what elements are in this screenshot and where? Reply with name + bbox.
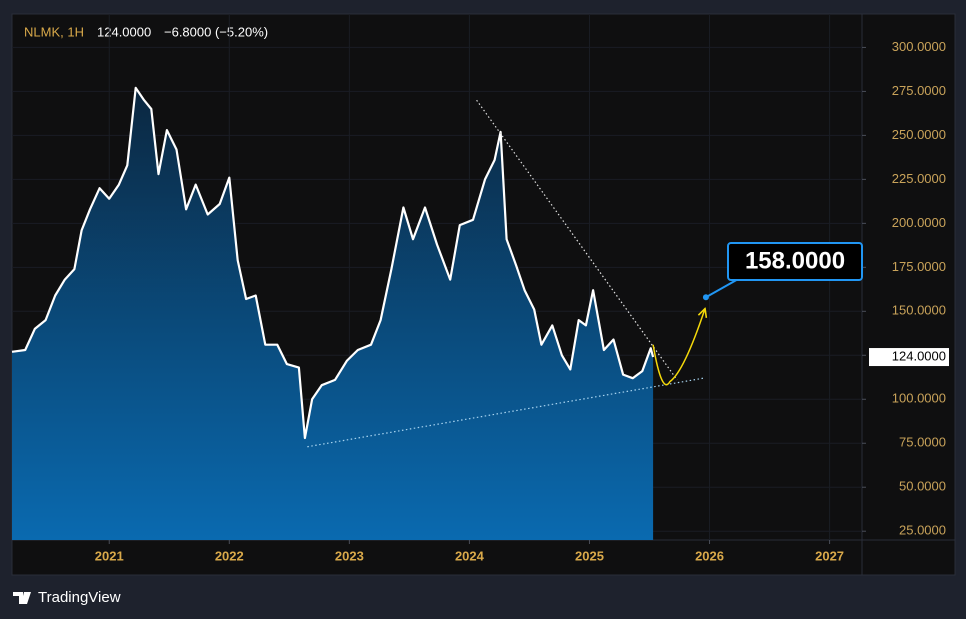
- callout-pointer: [705, 277, 741, 299]
- y-tick-label: 300.0000: [892, 39, 946, 54]
- brand: TradingView: [38, 589, 121, 606]
- callout-label: 158.0000: [745, 247, 845, 274]
- x-tick-label: 2025: [575, 548, 604, 563]
- trendline: [476, 99, 678, 381]
- y-tick-label: 250.0000: [892, 127, 946, 142]
- price-badge-label: 124.0000: [892, 348, 946, 363]
- y-tick-label: 75.0000: [899, 435, 946, 450]
- area-fill: [12, 87, 654, 541]
- y-tick-label: 25.0000: [899, 523, 946, 538]
- y-tick-label: 100.0000: [892, 391, 946, 406]
- x-tick-label: 2026: [695, 548, 724, 563]
- last-price: 124.0000: [97, 24, 151, 39]
- x-tick-label: 2023: [335, 548, 364, 563]
- y-tick-label: 275.0000: [892, 83, 946, 98]
- x-tick-label: 2024: [455, 548, 485, 563]
- y-tick-label: 175.0000: [892, 259, 946, 274]
- x-tick-label: 2022: [215, 548, 244, 563]
- symbol: NLMK, 1H: [24, 24, 84, 39]
- y-tick-label: 200.0000: [892, 215, 946, 230]
- logo-mark: [13, 592, 31, 604]
- callout-box: [727, 242, 863, 281]
- x-tick-label: 2021: [95, 548, 124, 563]
- price-line: [11, 86, 655, 440]
- projection: [652, 310, 705, 386]
- target-point: [702, 294, 709, 301]
- y-tick-label: 50.0000: [899, 479, 946, 494]
- logo[interactable]: TradingView: [13, 589, 121, 606]
- trendline: [307, 377, 704, 448]
- price-change: −6.8000 (−5.20%): [164, 24, 268, 39]
- y-tick-label: 225.0000: [892, 171, 946, 186]
- x-tick-label: 2027: [815, 548, 844, 563]
- price-badge: [869, 348, 949, 367]
- y-tick-label: 150.0000: [892, 303, 946, 318]
